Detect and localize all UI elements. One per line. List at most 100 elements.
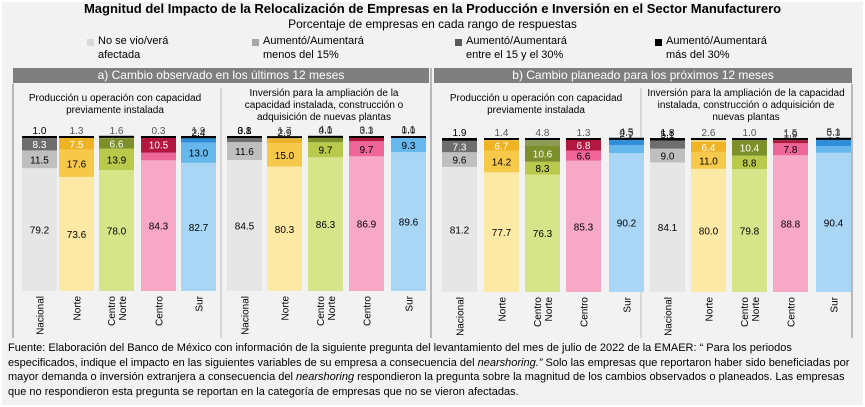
bar-top-marker [141,136,176,138]
data-label: 1.7 [278,126,292,137]
data-label: 73.6 [67,230,87,241]
category-label: Centro Norte [107,296,129,326]
data-label: 82.7 [189,223,209,234]
data-label: 0.3 [360,126,374,137]
category-label-line: Norte [498,297,509,322]
bar-segment [22,137,57,151]
category-label: Nacional [456,297,467,336]
data-label: 1.0 [33,126,47,137]
bar-segment [349,141,384,157]
bar-segment [816,152,851,292]
footnote-text-2: Solo las empresas que reportaron haber s… [8,356,850,384]
panel-title-b2: Inversión para la ampliación de la capac… [647,88,845,123]
bar-segment [349,156,384,291]
data-label: 1.3 [577,128,591,139]
bar-top-marker [22,136,57,138]
bar-segment [609,153,644,292]
category-label: Norte [705,297,716,322]
bar-segment [308,135,343,143]
legend-label-line: menos del 15% [263,49,339,61]
bar-segment [650,148,685,163]
category-label-line: Sur [195,295,206,311]
category-label-line: Sur [830,296,841,312]
bar-segment [732,139,767,156]
bar-top-marker [391,136,426,138]
category-label-line: Nacional [456,297,467,336]
category-label: Nacional [241,296,252,335]
category-label-line: Centro [580,297,591,327]
legend-label-line: Aumentó/Aumentará [466,35,567,47]
bar-top-marker [816,137,851,140]
bar-top-marker [308,135,343,138]
data-label: 8.8 [743,158,757,169]
data-label: 7.8 [784,145,798,156]
bar-segment [773,140,808,144]
bar-segment [566,150,601,161]
data-label: 5.1 [661,130,675,141]
legend-label-line: entre el 15 y el 30% [466,49,564,61]
bar-segment [227,142,262,161]
legend-swatch-mas-30 [655,39,662,46]
bar-segment [566,160,601,292]
bar-segment [99,170,134,291]
data-label: 6.6 [110,139,124,150]
data-label: 10.4 [740,144,760,155]
data-label: 6.6 [577,152,591,163]
legend-label-line: afectada [98,49,141,61]
category-label-line: Nacional [241,296,252,335]
legend-label-line: No se vio/verá [98,35,169,47]
bar-segment [525,161,560,175]
category-label-line: Norte [73,296,84,321]
data-label: 90.4 [824,218,844,229]
bar-segment [391,152,426,291]
category-label: Nacional [664,297,675,336]
category-label: Centro [363,296,374,326]
category-label-line: Norte [281,296,292,321]
bar-segment [391,137,426,153]
data-label: 0.3 [152,126,166,137]
data-label: 2.4 [192,128,206,139]
bar-segment [59,149,94,177]
bar-top-marker [609,137,644,140]
legend-swatch-15-30 [455,39,462,46]
data-label: 86.9 [357,220,377,231]
data-label: 9.7 [319,146,333,157]
category-label-line: Norte [705,297,716,322]
category-label-line: Centro [107,296,118,326]
bar-segment [227,137,262,143]
data-label: 79.8 [740,227,760,238]
category-label: Norte [73,296,84,321]
data-label: 0.3 [620,128,634,139]
data-label: 7.5 [70,140,84,151]
data-label: 8.3 [33,140,47,151]
category-label-line: Centro [787,297,798,327]
data-label: 89.6 [399,218,419,229]
category-label-line: Centro [155,296,166,326]
legend-swatch-no-afectada [87,39,94,46]
data-label: 80.0 [699,226,719,237]
data-label: 77.7 [492,228,512,239]
legend-label-line: Aumentó/Aumentará [263,35,364,47]
data-label: 1.6 [110,126,124,137]
data-label: 2.6 [702,128,716,139]
data-label: 6.4 [702,143,716,154]
bar-segment [227,160,262,291]
category-label: Centro Norte [316,296,338,326]
category-label: Sur [623,296,634,312]
bar-segment [181,142,216,163]
bar-segment [691,142,726,152]
bar-segment [308,157,343,291]
bar-segment [773,155,808,292]
data-label: 10.5 [149,141,169,152]
category-label-line: Norte [544,297,555,322]
bar-segment [22,168,57,291]
bar-top-marker [525,138,560,140]
data-label: 13.9 [107,155,127,166]
data-label: 79.2 [30,226,50,237]
bar-segment [566,140,601,151]
bar-segment [773,143,808,156]
bar-segment [525,138,560,146]
data-label: 1.9 [784,129,798,140]
footnote-text-3: respondieron la pregunta sobre la magnit… [8,371,845,398]
